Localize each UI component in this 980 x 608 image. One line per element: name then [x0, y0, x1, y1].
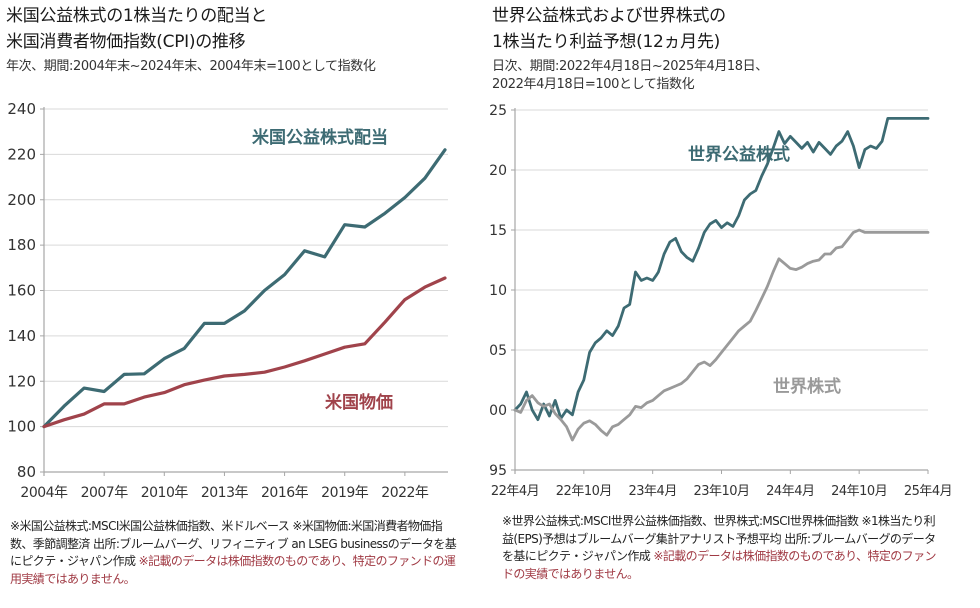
series-label: 世界公益株式	[688, 144, 790, 165]
y-tick-label: 100	[490, 403, 507, 419]
right-chart-subtitle-line2: 2022年4月18日=100として指数化	[492, 77, 695, 92]
right-chart: 95 100 105 110 115 120 125 22年4月 22年10月 23年4月 23年1…	[490, 103, 953, 499]
x-tick-label: 22年4月	[491, 484, 539, 499]
series-line	[42, 276, 447, 429]
series-label: 世界株式	[773, 376, 841, 397]
right-chart-title-line1: 世界公益株式および世界株式の	[492, 6, 726, 26]
y-tick-label: 110	[490, 283, 507, 299]
y-tick-label: 105	[490, 343, 507, 359]
x-tick-label: 23年10月	[693, 484, 749, 499]
left-notes-disclaimer: ※記載のデータは株価指数のものであり、特定のファンドの運用実績ではありません。	[10, 554, 456, 586]
y-tick-label: 220	[7, 145, 36, 163]
left-chart-notes: ※米国公益株式:MSCI米国公益株価指数、米ドルベース ※米国物価:米国消費者物…	[10, 518, 458, 588]
series-line	[513, 228, 930, 442]
x-tick-label: 23年4月	[629, 484, 677, 499]
x-tick-label: 2019年	[321, 485, 369, 501]
right-chart-notes: ※世界公益株式:MSCI世界公益株価指数、世界株式:MSCI世界株価指数 ※1株…	[502, 513, 942, 583]
y-tick-label: 115	[490, 223, 507, 239]
x-tick-label: 22年10月	[556, 484, 612, 499]
left-notes-source: ※米国公益株式:MSCI米国公益株価指数、米ドルベース ※米国物価:米国消費者物…	[10, 519, 457, 568]
left-chart-title-line2: 米国消費者物価指数(CPI)の推移	[6, 32, 246, 52]
x-tick-label: 2007年	[81, 485, 129, 501]
x-tick-label: 24年10月	[831, 484, 887, 499]
x-tick-label: 2004年	[20, 485, 68, 501]
y-tick-label: 240	[7, 100, 36, 118]
y-tick-label: 200	[7, 191, 36, 209]
y-tick-label: 80	[17, 463, 36, 481]
left-chart: 80 100 120 140 160 180 200 220 240 2004年 2007年 2010…	[7, 100, 448, 501]
x-tick-label: 2010年	[141, 485, 189, 501]
right-chart-title-line2: 1株当たり利益予想(12ヵ月先)	[492, 32, 720, 52]
left-chart-subtitle: 年次、期間:2004年末~2024年末、2004年末=100として指数化	[6, 59, 376, 74]
right-notes-source: ※世界公益株式:MSCI世界公益株価指数、世界株式:MSCI世界株価指数 ※1株…	[502, 514, 936, 563]
y-tick-label: 140	[7, 327, 36, 345]
right-notes-disclaimer: ※記載のデータは株価指数のものであり、特定のファンドの実績ではありません。	[502, 549, 936, 581]
left-panel: 米国公益株式の1株当たりの配当と 米国消費者物価指数(CPI)の推移 年次、期間…	[6, 6, 458, 588]
series-line	[42, 148, 447, 429]
x-tick-label: 2016年	[261, 485, 309, 501]
y-tick-label: 180	[7, 236, 36, 254]
x-tick-label: 2013年	[201, 485, 249, 501]
right-chart-subtitle-line1: 日次、期間:2022年4月18日~2025年4月18日、	[492, 59, 768, 74]
left-chart-title-line1: 米国公益株式の1株当たりの配当と	[6, 6, 268, 26]
y-tick-label: 120	[7, 372, 36, 390]
x-tick-label: 24年4月	[766, 484, 814, 499]
series-label: 米国物価	[325, 392, 393, 413]
x-tick-label: 2022年	[381, 485, 429, 501]
series-label: 米国公益株式配当	[252, 127, 388, 148]
y-tick-label: 100	[7, 418, 36, 436]
x-tick-label: 25年4月	[904, 484, 952, 499]
y-tick-label: 120	[490, 163, 507, 179]
y-tick-label: 125	[490, 103, 507, 119]
y-tick-label: 160	[7, 282, 36, 300]
right-panel: 世界公益株式および世界株式の 1株当たり利益予想(12ヵ月先) 日次、期間:20…	[490, 0, 980, 608]
y-tick-label: 95	[490, 463, 507, 479]
